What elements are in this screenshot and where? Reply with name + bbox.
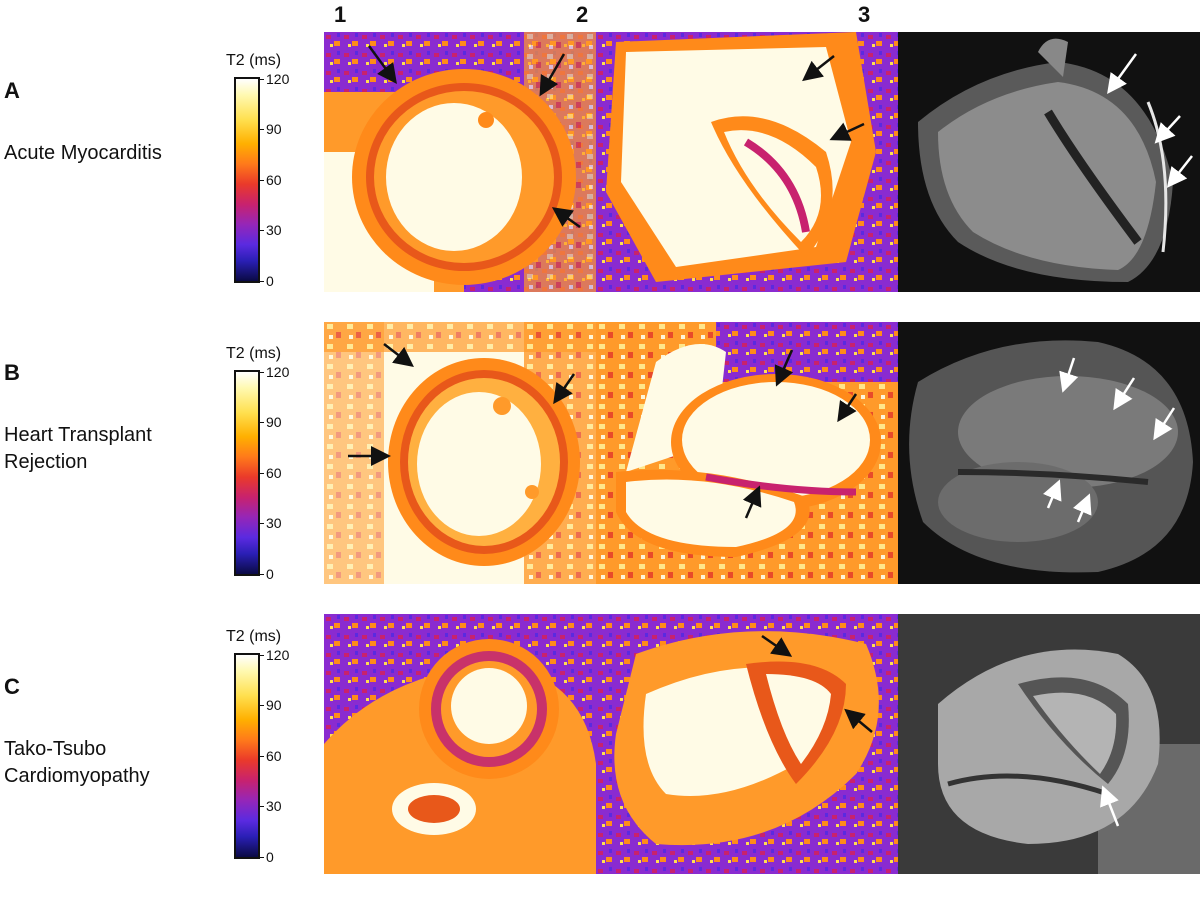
panel-b2-long-axis-t2-map [596,322,898,584]
row-letter-b: B [4,360,20,385]
colorbar-title: T2 (ms) [226,52,282,69]
colorbar-tick-30: 30 [266,515,282,531]
colorbar-tick-90: 90 [266,697,282,713]
colorbar-tick-90: 90 [266,414,282,430]
colorbar-gradient [234,370,260,576]
colorbar-tick-30: 30 [266,798,282,814]
column-number-1: 1 [334,2,347,27]
row-label-c-line-2: Cardiomyopathy [4,765,150,787]
colorbar-tick-120: 120 [266,71,290,87]
colorbar-title: T2 (ms) [226,345,282,362]
column-number-2: 2 [576,2,589,27]
colorbar-tick-90: 90 [266,121,282,137]
colorbar-row-a: T2 (ms) 120 90 60 30 0 [226,52,306,324]
colorbar-tick-60: 60 [266,748,282,764]
panel-c3-lge-image [898,614,1200,874]
row-label-b: Heart Transplant Rejection [4,422,152,476]
colorbar-title: T2 (ms) [226,628,282,645]
colorbar-row-c: T2 (ms) 120 90 60 30 0 [226,628,306,900]
row-label-c-line-1: Tako-Tsubo [4,738,107,760]
row-letter-c: C [4,674,20,699]
colorbar-row-b: T2 (ms) 120 90 60 30 0 [226,345,306,617]
colorbar-tick-0: 0 [266,849,274,865]
panel-a3-lge-image [898,32,1200,292]
colorbar-tick-120: 120 [266,364,290,380]
panel-c2-long-axis-t2-map [596,614,898,874]
row-label-a-line-1: Acute Myocarditis [4,142,162,164]
column-number-3: 3 [858,2,871,27]
colorbar-gradient [234,653,260,859]
panel-b1-short-axis-t2-map [324,322,596,584]
colorbar-tick-60: 60 [266,172,282,188]
colorbar-tick-0: 0 [266,566,274,582]
row-letter-a: A [4,78,20,103]
panel-a2-long-axis-t2-map [596,32,898,292]
panel-b3-lge-image [898,322,1200,584]
row-label-b-line-2: Rejection [4,451,88,473]
colorbar-tick-0: 0 [266,273,274,289]
panel-a1-short-axis-t2-map [324,32,596,292]
colorbar-tick-30: 30 [266,222,282,238]
colorbar-tick-60: 60 [266,465,282,481]
colorbar-tick-120: 120 [266,647,290,663]
row-label-a: Acute Myocarditis [4,140,162,167]
row-label-c: Tako-Tsubo Cardiomyopathy [4,736,150,790]
row-label-b-line-1: Heart Transplant [4,424,152,446]
colorbar-gradient [234,77,260,283]
panel-c1-short-axis-t2-map [324,614,596,874]
